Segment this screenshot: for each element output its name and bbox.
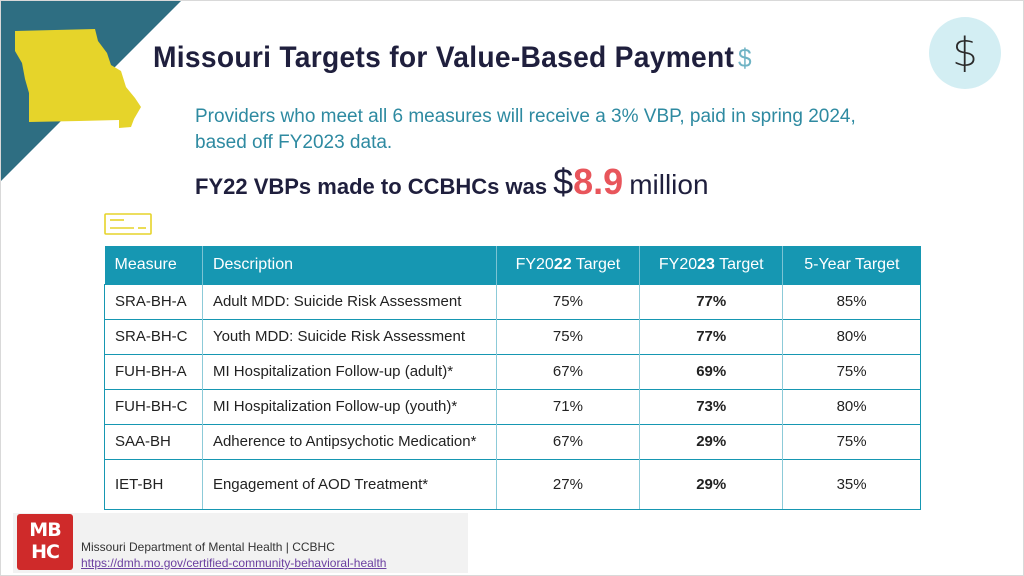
cell-fy2022: 75% — [496, 318, 641, 354]
table-row: SRA-BH-A Adult MDD: Suicide Risk Assessm… — [104, 283, 921, 319]
cell-fy2022: 75% — [496, 283, 641, 319]
cell-fy2023: 77% — [639, 283, 784, 319]
vbp-lead-text: FY22 VBPs made to CCBHCs was — [195, 174, 548, 199]
vbp-unit: million — [629, 169, 709, 200]
cell-measure: SRA-BH-C — [104, 318, 203, 354]
dollar-sign-icon: $ — [929, 17, 1001, 89]
check-payment-icon — [104, 213, 152, 235]
table-row: FUH-BH-A MI Hospitalization Follow-up (a… — [104, 353, 921, 389]
cell-description: Adherence to Antipsychotic Medication* — [202, 423, 497, 459]
header-five-year: 5-Year Target — [782, 246, 921, 284]
subtitle: Providers who meet all 6 measures will r… — [195, 106, 856, 153]
mbhc-logo: MB HC — [17, 514, 73, 570]
cell-measure: SRA-BH-A — [104, 283, 203, 319]
footer-org: Missouri Department of Mental Health | C… — [81, 540, 335, 554]
cell-five-year: 85% — [782, 283, 921, 319]
header-measure: Measure — [104, 246, 203, 284]
cell-fy2022: 71% — [496, 388, 641, 424]
cell-fy2023: 73% — [639, 388, 784, 424]
header-fy2023: FY2023 Target — [639, 246, 784, 284]
cell-description: MI Hospitalization Follow-up (adult)* — [202, 353, 497, 389]
table-row: FUH-BH-C MI Hospitalization Follow-up (y… — [104, 388, 921, 424]
footer-bar — [13, 513, 468, 573]
cell-five-year: 80% — [782, 318, 921, 354]
cell-measure: SAA-BH — [104, 423, 203, 459]
header-fy2022: FY2022 Target — [496, 246, 641, 284]
table-row: SRA-BH-C Youth MDD: Suicide Risk Assessm… — [104, 318, 921, 354]
vbp-amount: 8.9 — [573, 161, 624, 202]
cell-five-year: 80% — [782, 388, 921, 424]
cell-measure: FUH-BH-A — [104, 353, 203, 389]
vbp-currency: $ — [553, 161, 574, 202]
table-header-row: Measure Description FY2022 Target FY2023… — [104, 246, 921, 284]
cell-fy2022: 27% — [496, 458, 641, 510]
cell-description: Engagement of AOD Treatment* — [202, 458, 497, 510]
vbp-summary: FY22 VBPs made to CCBHCs was $8.9 million — [195, 161, 709, 203]
cell-five-year: 75% — [782, 353, 921, 389]
missouri-map-icon — [1, 1, 181, 181]
cell-fy2022: 67% — [496, 423, 641, 459]
cell-fy2022: 67% — [496, 353, 641, 389]
cell-measure: IET-BH — [104, 458, 203, 510]
cell-description: Adult MDD: Suicide Risk Assessment — [202, 283, 497, 319]
cell-fy2023: 29% — [639, 423, 784, 459]
cell-five-year: 75% — [782, 423, 921, 459]
footer-link[interactable]: https://dmh.mo.gov/certified-community-b… — [81, 556, 387, 570]
header-description: Description — [202, 246, 497, 284]
cell-description: MI Hospitalization Follow-up (youth)* — [202, 388, 497, 424]
cell-fy2023: 29% — [639, 458, 784, 510]
table-row: IET-BH Engagement of AOD Treatment* 27% … — [104, 458, 921, 510]
cell-description: Youth MDD: Suicide Risk Assessment — [202, 318, 497, 354]
title-dollar-glyph: $ — [737, 43, 752, 73]
vbp-targets-table: Measure Description FY2022 Target FY2023… — [104, 246, 921, 510]
cell-five-year: 35% — [782, 458, 921, 510]
table-row: SAA-BH Adherence to Antipsychotic Medica… — [104, 423, 921, 459]
cell-fy2023: 69% — [639, 353, 784, 389]
slide-title: Missouri Targets for Value-Based Payment… — [153, 41, 752, 74]
cell-fy2023: 77% — [639, 318, 784, 354]
cell-measure: FUH-BH-C — [104, 388, 203, 424]
